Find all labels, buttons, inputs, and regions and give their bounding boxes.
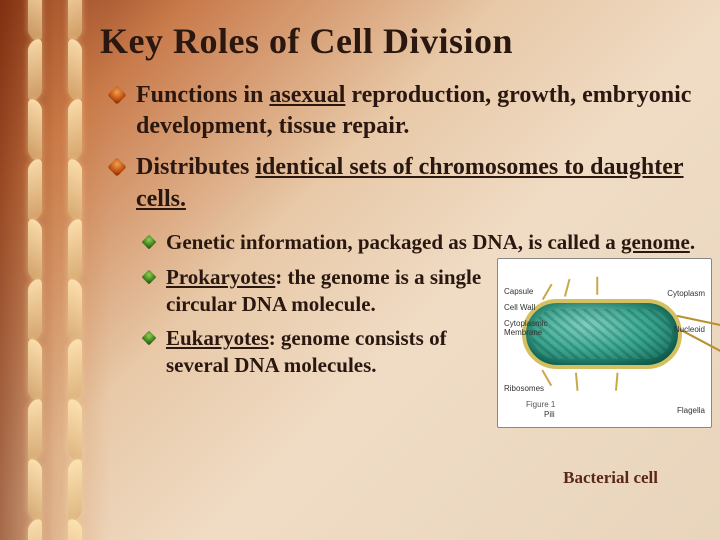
figure-caption: Bacterial cell [563,468,658,488]
helix-segment [20,520,90,540]
pili-icon [615,373,618,391]
diamond-bullet-icon [107,158,126,177]
pili-icon [596,277,598,295]
bacterial-cell-figure: Cytoplasm Nucleoid Capsule Cell Wall Cyt… [497,258,712,428]
sub-bullet-item: Prokaryotes: the genome is a single circ… [142,264,482,318]
underlined-text: Eukaryotes [166,326,269,350]
label-cytoplasm: Cytoplasm [667,289,705,298]
sub-bullet-item: Eukaryotes: genome consists of several D… [142,325,482,379]
underlined-text: genome [621,230,690,254]
dna-background-strip [0,0,110,540]
label-figure-number: Figure 1 [526,400,555,409]
helix-segment [20,160,90,220]
underlined-text: Prokaryotes [166,265,275,289]
helix-segment [20,340,90,400]
helix-segment [20,460,90,520]
helix-segment [20,0,90,40]
pili-icon [542,284,552,300]
diamond-bullet-icon [107,85,126,104]
diamond-bullet-icon [142,269,157,284]
main-bullet-item: Distributes identical sets of chromosome… [108,152,700,214]
helix-segment [20,100,90,160]
label-pili: Pili [544,410,555,419]
pili-icon [575,373,578,391]
diamond-bullet-icon [142,234,157,249]
pili-icon [564,279,570,297]
main-bullet-item: Functions in asexual reproduction, growt… [108,80,700,142]
label-cyto-membrane: Cytoplasmic Membrane [504,319,548,337]
label-capsule: Capsule [504,287,533,296]
label-flagella: Flagella [677,406,705,415]
slide-background: Key Roles of Cell Division Functions in … [0,0,720,540]
sub-bullet-item: Genetic information, packaged as DNA, is… [142,229,700,256]
helix-segment [20,280,90,340]
underlined-text: asexual [269,82,345,108]
label-ribosomes: Ribosomes [504,384,544,393]
label-nucleoid: Nucleoid [674,325,705,334]
underlined-text: identical sets of chromosomes to daughte… [136,154,684,211]
label-cell-wall: Cell Wall [504,303,535,312]
helix-segment [20,220,90,280]
helix-segment [20,40,90,100]
helix-segment [20,400,90,460]
slide-title: Key Roles of Cell Division [100,20,700,62]
diamond-bullet-icon [142,331,157,346]
dna-helix [20,0,90,540]
